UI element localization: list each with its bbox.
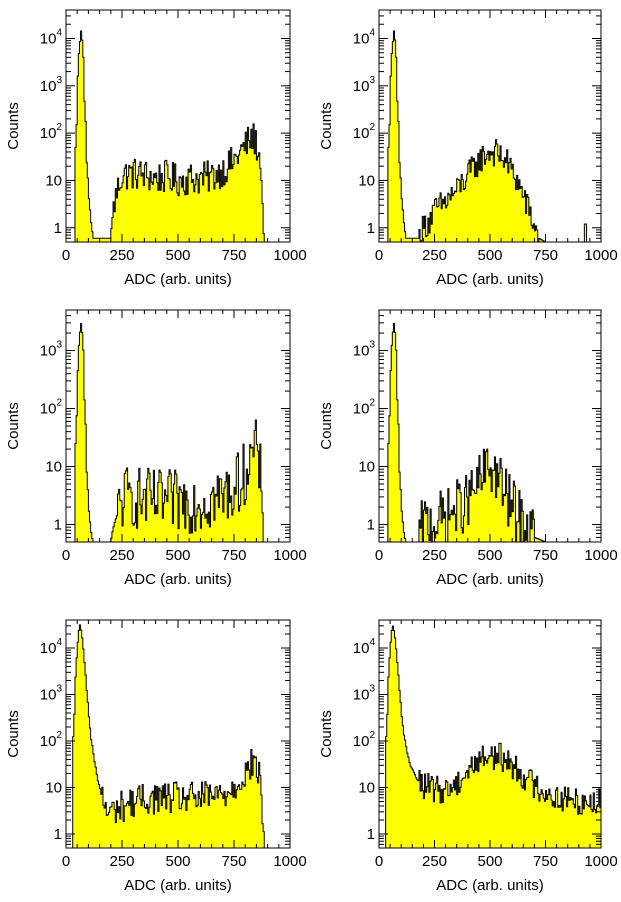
- x-tick-label: 500: [477, 853, 502, 870]
- x-tick-label: 250: [109, 853, 134, 870]
- x-tick-label: 250: [422, 853, 447, 870]
- y-tick-label: 103: [40, 683, 63, 703]
- x-tick-label: 250: [109, 247, 134, 264]
- y-axis-title: Counts: [318, 710, 335, 758]
- x-tick-label: 0: [375, 547, 383, 564]
- histogram-bars: [66, 624, 290, 849]
- y-tick-label: 102: [353, 398, 376, 418]
- x-axis-title: ADC (arb. units): [124, 271, 232, 288]
- y-tick-label: 102: [40, 398, 63, 418]
- y-axis-title: Counts: [318, 102, 335, 150]
- y-tick-label: 1: [54, 220, 62, 237]
- x-tick-label: 250: [109, 547, 134, 564]
- x-tick-label: 500: [165, 853, 190, 870]
- chart-panel-bottom-left: 0 250 500 750 1000 1 10 102 103 104 ADC (arb. unit…: [5, 619, 307, 894]
- y-tick-label: 10: [45, 172, 62, 189]
- histogram-bars: [379, 625, 602, 849]
- x-tick-label: 750: [221, 547, 246, 564]
- y-tick-label: 102: [353, 122, 376, 142]
- y-axis-title: Counts: [5, 710, 22, 758]
- y-tick-label: 1: [54, 826, 62, 843]
- y-tick-label: 104: [40, 27, 63, 47]
- y-tick-label: 1: [54, 517, 62, 534]
- x-tick-label: 1000: [584, 247, 617, 264]
- y-tick-label: 103: [40, 340, 63, 360]
- y-axis-title: Counts: [5, 102, 22, 150]
- x-tick-label: 0: [375, 247, 383, 264]
- y-tick-label: 10: [358, 172, 375, 189]
- y-tick-label: 103: [353, 340, 376, 360]
- y-axis-title: Counts: [5, 402, 22, 450]
- x-tick-label: 250: [422, 247, 447, 264]
- x-tick-label: 750: [533, 853, 558, 870]
- y-tick-label: 1: [367, 517, 375, 534]
- y-tick-label: 103: [40, 75, 63, 95]
- y-tick-label: 104: [353, 637, 376, 657]
- y-tick-label: 10: [45, 459, 62, 476]
- x-tick-label: 0: [62, 853, 70, 870]
- histogram-bars: [66, 30, 290, 243]
- x-tick-label: 500: [477, 247, 502, 264]
- x-tick-label: 1000: [273, 853, 306, 870]
- x-tick-label: 1000: [273, 547, 306, 564]
- x-tick-label: 500: [165, 247, 190, 264]
- histogram-bars: [379, 30, 601, 243]
- y-tick-label: 1: [367, 826, 375, 843]
- y-tick-label: 1: [367, 220, 375, 237]
- y-tick-label: 102: [40, 730, 63, 750]
- y-tick-label: 10: [358, 459, 375, 476]
- x-tick-label: 750: [221, 853, 246, 870]
- y-tick-label: 102: [353, 730, 376, 750]
- x-axis-title: ADC (arb. units): [124, 571, 232, 588]
- x-tick-label: 0: [62, 247, 70, 264]
- chart-panel-middle-right: 0 250 500 750 1000 1 10 102 103 ADC (arb. units) C…: [318, 309, 618, 588]
- chart-panel-top-right: 0 250 500 750 1000 1 10 102 103 104 ADC (arb. unit…: [318, 9, 618, 288]
- y-tick-label: 102: [40, 122, 63, 142]
- y-tick-label: 103: [353, 75, 376, 95]
- x-axis-title: ADC (arb. units): [124, 877, 232, 894]
- x-tick-label: 500: [477, 547, 502, 564]
- x-tick-label: 1000: [584, 853, 617, 870]
- y-tick-label: 10: [45, 780, 62, 797]
- histogram-bars: [66, 323, 290, 543]
- x-tick-label: 500: [165, 547, 190, 564]
- x-axis-title: ADC (arb. units): [436, 571, 544, 588]
- x-tick-label: 1000: [584, 547, 617, 564]
- chart-panel-top-left: 0 250 500 750 1000 1 10 102 103 104 ADC (arb. unit…: [5, 9, 307, 288]
- y-tick-label: 104: [353, 27, 376, 47]
- histogram-bars: [379, 323, 601, 543]
- x-tick-label: 0: [62, 547, 70, 564]
- x-tick-label: 750: [221, 247, 246, 264]
- x-tick-label: 250: [422, 547, 447, 564]
- x-tick-label: 750: [533, 547, 558, 564]
- y-tick-label: 10: [358, 780, 375, 797]
- y-tick-label: 104: [40, 637, 63, 657]
- y-axis-title: Counts: [318, 402, 335, 450]
- x-axis-title: ADC (arb. units): [436, 271, 544, 288]
- y-tick-label: 103: [353, 683, 376, 703]
- x-tick-label: 1000: [273, 247, 306, 264]
- chart-panel-bottom-right: 0 250 500 750 1000 1 10 102 103 104 ADC (arb. unit…: [318, 619, 618, 894]
- x-tick-label: 0: [375, 853, 383, 870]
- chart-panel-middle-left: 0 250 500 750 1000 1 10 102 103 ADC (arb. units) C…: [5, 309, 307, 588]
- x-tick-label: 750: [533, 247, 558, 264]
- x-axis-title: ADC (arb. units): [436, 877, 544, 894]
